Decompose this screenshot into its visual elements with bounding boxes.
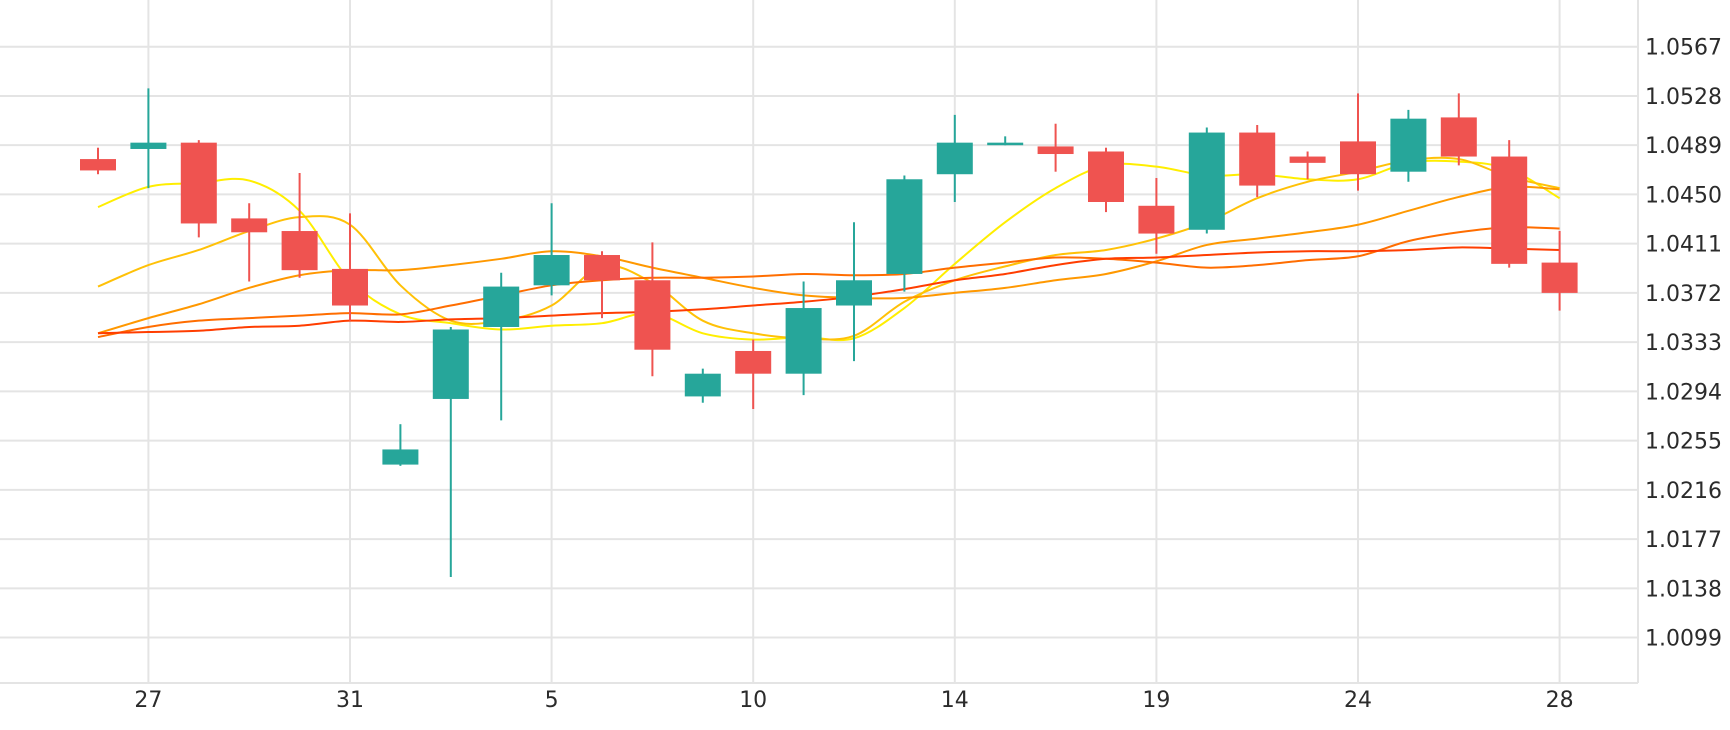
candle bbox=[1541, 231, 1578, 311]
candle bbox=[1239, 124, 1276, 197]
y-tick-label: 1.0528 bbox=[1645, 85, 1722, 110]
candle-body bbox=[987, 142, 1024, 146]
candle bbox=[1289, 151, 1326, 180]
candle-body bbox=[1088, 151, 1124, 202]
candle-body bbox=[281, 231, 318, 271]
y-tick-label: 1.0411 bbox=[1645, 233, 1722, 258]
candle-body bbox=[432, 329, 469, 399]
y-tick-label: 1.0255 bbox=[1645, 430, 1722, 455]
candle-body bbox=[1340, 141, 1376, 175]
candle-body bbox=[1138, 205, 1175, 234]
candle bbox=[1340, 93, 1376, 191]
candle-body bbox=[1491, 156, 1528, 264]
candle bbox=[483, 272, 520, 421]
candle bbox=[1188, 127, 1225, 234]
candle-body bbox=[180, 142, 217, 224]
candle-body bbox=[1188, 132, 1225, 230]
candle bbox=[1088, 147, 1124, 213]
candle-body bbox=[634, 280, 671, 350]
grid bbox=[0, 0, 1639, 684]
candle-body bbox=[584, 255, 620, 281]
y-tick-label: 1.0138 bbox=[1645, 577, 1722, 602]
candle bbox=[684, 368, 721, 403]
x-tick-label: 5 bbox=[545, 688, 559, 713]
candle bbox=[382, 424, 419, 466]
y-tick-label: 1.0099 bbox=[1645, 627, 1722, 652]
candle-body bbox=[1037, 146, 1074, 155]
y-axis: 1.0567 1.0528 1.0489 1.0450 1.0411 1.0372 1.03… bbox=[1645, 36, 1722, 652]
candle bbox=[1440, 93, 1477, 166]
y-tick-label: 1.0489 bbox=[1645, 134, 1722, 159]
candle-body bbox=[483, 286, 520, 327]
candle bbox=[936, 114, 973, 202]
candle bbox=[1491, 140, 1528, 268]
candle-body bbox=[836, 280, 872, 306]
candles bbox=[80, 88, 1578, 577]
ma-line-5 bbox=[97, 246, 1560, 335]
candle bbox=[1138, 178, 1175, 254]
y-tick-label: 1.0216 bbox=[1645, 479, 1722, 504]
candle-body bbox=[936, 142, 973, 175]
candle bbox=[180, 140, 217, 238]
candle-body bbox=[886, 179, 923, 274]
candle bbox=[1037, 123, 1074, 172]
candle-body bbox=[1239, 132, 1276, 186]
x-tick-label: 19 bbox=[1142, 688, 1170, 713]
candle-body bbox=[1289, 156, 1326, 163]
candle bbox=[785, 281, 822, 396]
candle-body bbox=[785, 308, 822, 374]
candle-body bbox=[1390, 118, 1427, 172]
y-tick-label: 1.0177 bbox=[1645, 528, 1722, 553]
candle bbox=[432, 326, 469, 577]
y-tick-label: 1.0333 bbox=[1645, 331, 1722, 356]
candle bbox=[231, 203, 268, 282]
candle bbox=[1390, 109, 1427, 182]
candle-body bbox=[80, 159, 116, 171]
candle-body bbox=[382, 449, 419, 465]
y-tick-label: 1.0567 bbox=[1645, 36, 1722, 61]
candle-body bbox=[1440, 117, 1477, 157]
candle bbox=[281, 172, 318, 278]
candle-body bbox=[332, 268, 368, 306]
candle bbox=[886, 175, 923, 292]
y-tick-label: 1.0294 bbox=[1645, 380, 1722, 405]
candle bbox=[533, 203, 570, 296]
candle bbox=[130, 88, 167, 189]
candle-body bbox=[231, 218, 268, 233]
x-tick-label: 10 bbox=[739, 688, 767, 713]
candle-body bbox=[735, 350, 772, 374]
candle-body bbox=[130, 142, 167, 149]
x-tick-label: 27 bbox=[134, 688, 162, 713]
ma-line-4 bbox=[97, 226, 1560, 339]
x-tick-label: 31 bbox=[336, 688, 364, 713]
x-tick-label: 14 bbox=[941, 688, 969, 713]
candle bbox=[987, 136, 1024, 146]
candle-body bbox=[1541, 262, 1578, 293]
x-tick-label: 28 bbox=[1546, 688, 1574, 713]
x-tick-label: 24 bbox=[1344, 688, 1372, 713]
candle bbox=[80, 147, 116, 175]
y-tick-label: 1.0450 bbox=[1645, 183, 1722, 208]
x-axis: 27 31 5 10 14 19 24 28 bbox=[134, 688, 1573, 713]
candle bbox=[332, 213, 368, 321]
y-tick-label: 1.0372 bbox=[1645, 282, 1722, 307]
candle-body bbox=[533, 255, 570, 286]
candle bbox=[634, 242, 671, 377]
candle-body bbox=[684, 373, 721, 397]
candle bbox=[836, 222, 872, 362]
candle bbox=[584, 251, 620, 319]
candle bbox=[735, 339, 772, 410]
